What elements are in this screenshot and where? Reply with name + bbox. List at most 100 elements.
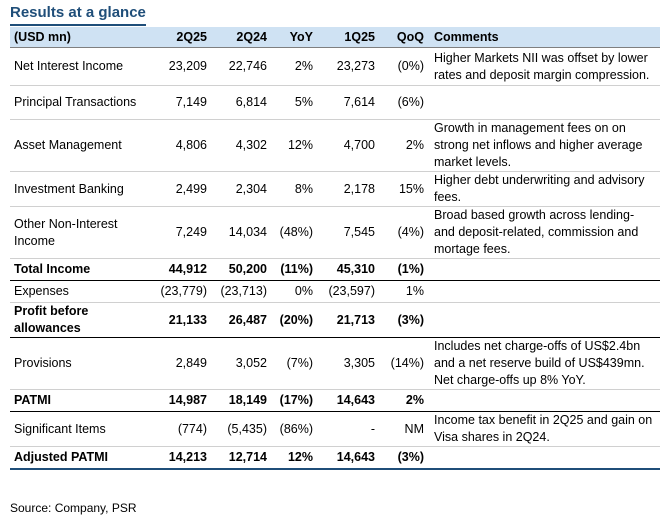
- value-yoy: (7%): [271, 337, 317, 390]
- value-yoy: 2%: [271, 47, 317, 86]
- value-2q25: 7,249: [155, 206, 211, 259]
- value-2q25: 4,806: [155, 119, 211, 172]
- value-1q25: 14,643: [317, 389, 379, 412]
- row-comment: Growth in management fees on on strong n…: [428, 119, 660, 172]
- value-qoq: (3%): [379, 446, 428, 470]
- value-1q25: 45,310: [317, 258, 379, 281]
- value-2q24: 4,302: [211, 119, 271, 172]
- value-qoq: (6%): [379, 85, 428, 120]
- value-2q25: 2,499: [155, 171, 211, 207]
- row-label: Principal Transactions: [10, 85, 155, 120]
- value-2q25: 44,912: [155, 258, 211, 281]
- value-1q25: 7,614: [317, 85, 379, 120]
- row-comment: Higher Markets NII was offset by lower r…: [428, 47, 660, 86]
- value-2q24: 14,034: [211, 206, 271, 259]
- table-row: Profit before allowances 21,133 26,487 (20%…: [10, 302, 660, 338]
- value-qoq: (4%): [379, 206, 428, 259]
- row-comment: [428, 85, 660, 120]
- value-2q25: 7,149: [155, 85, 211, 120]
- value-qoq: (0%): [379, 47, 428, 86]
- value-2q24: 3,052: [211, 337, 271, 390]
- value-qoq: (3%): [379, 302, 428, 338]
- row-label: PATMI: [10, 389, 155, 412]
- value-yoy: (17%): [271, 389, 317, 412]
- value-2q24: 26,487: [211, 302, 271, 338]
- value-1q25: -: [317, 411, 379, 447]
- table-row: Net Interest Income 23,209 22,746 2% 23,273(…: [10, 47, 660, 86]
- value-2q24: 18,149: [211, 389, 271, 412]
- value-yoy: (48%): [271, 206, 317, 259]
- table-row: Investment Banking 2,499 2,304 8% 2,178 15% Hi…: [10, 171, 660, 207]
- value-1q25: 4,700: [317, 119, 379, 172]
- row-label: Asset Management: [10, 119, 155, 172]
- value-1q25: 3,305: [317, 337, 379, 390]
- value-yoy: 0%: [271, 280, 317, 303]
- row-comment: [428, 258, 660, 281]
- row-comment: Higher debt underwriting and advisory fe…: [428, 171, 660, 207]
- row-label: Profit before allowances: [10, 302, 155, 338]
- row-comment: [428, 280, 660, 303]
- value-1q25: (23,597): [317, 280, 379, 303]
- value-2q24: (5,435): [211, 411, 271, 447]
- table-row: Other Non-Interest Income 7,249 14,034 (48%…: [10, 206, 660, 259]
- value-2q24: 12,714: [211, 446, 271, 470]
- header-1q25: 1Q25: [317, 27, 379, 48]
- row-label: Investment Banking: [10, 171, 155, 207]
- value-2q25: (774): [155, 411, 211, 447]
- value-yoy: (20%): [271, 302, 317, 338]
- table-row: Principal Transactions 7,149 6,814 5% 7,614(…: [10, 85, 660, 120]
- row-label: Net Interest Income: [10, 47, 155, 86]
- title-underline: [10, 24, 146, 26]
- row-comment: [428, 389, 660, 412]
- value-qoq: 2%: [379, 119, 428, 172]
- row-label: Provisions: [10, 337, 155, 390]
- value-2q25: 14,987: [155, 389, 211, 412]
- value-1q25: 2,178: [317, 171, 379, 207]
- results-table: (USD mn) 2Q25 2Q24 YoY 1Q25 QoQ Comments…: [10, 27, 660, 470]
- row-comment: [428, 302, 660, 338]
- value-qoq: 2%: [379, 389, 428, 412]
- value-yoy: 8%: [271, 171, 317, 207]
- value-yoy: (11%): [271, 258, 317, 281]
- table-row: Expenses (23,779) (23,713) 0% (23,597) 1%: [10, 280, 660, 303]
- header-2q24: 2Q24: [211, 27, 271, 48]
- value-2q25: 23,209: [155, 47, 211, 86]
- row-comment: Income tax benefit in 2Q25 and gain on V…: [428, 411, 660, 447]
- value-qoq: 15%: [379, 171, 428, 207]
- value-qoq: NM: [379, 411, 428, 447]
- value-yoy: 12%: [271, 119, 317, 172]
- table-row: Significant Items (774) (5,435) (86%) - NM Inc…: [10, 411, 660, 447]
- value-1q25: 23,273: [317, 47, 379, 86]
- row-comment: Broad based growth across lending- and d…: [428, 206, 660, 259]
- row-label: Total Income: [10, 258, 155, 281]
- table-row: Asset Management 4,806 4,302 12% 4,700 2% Grow…: [10, 119, 660, 172]
- row-comment: [428, 446, 660, 470]
- value-2q24: 50,200: [211, 258, 271, 281]
- row-label: Significant Items: [10, 411, 155, 447]
- value-2q25: (23,779): [155, 280, 211, 303]
- table-row: Provisions 2,849 3,052 (7%) 3,305 (14%) Includ…: [10, 337, 660, 390]
- value-2q25: 2,849: [155, 337, 211, 390]
- table-row: Adjusted PATMI 14,213 12,714 12% 14,643 (3%): [10, 446, 660, 470]
- row-comment: Includes net charge-offs of US$2.4bn and…: [428, 337, 660, 390]
- header-yoy: YoY: [271, 27, 317, 48]
- header-unit: (USD mn): [10, 27, 155, 48]
- value-2q24: 22,746: [211, 47, 271, 86]
- header-qoq: QoQ: [379, 27, 428, 48]
- value-qoq: (14%): [379, 337, 428, 390]
- header-comments: Comments: [428, 27, 660, 48]
- table-header-row: (USD mn) 2Q25 2Q24 YoY 1Q25 QoQ Comments: [10, 27, 660, 48]
- value-1q25: 14,643: [317, 446, 379, 470]
- value-1q25: 21,713: [317, 302, 379, 338]
- value-2q25: 21,133: [155, 302, 211, 338]
- value-yoy: 12%: [271, 446, 317, 470]
- page-title: Results at a glance: [10, 4, 146, 21]
- table-row: Total Income 44,912 50,200 (11%) 45,310 (1%): [10, 258, 660, 281]
- value-qoq: 1%: [379, 280, 428, 303]
- value-2q24: (23,713): [211, 280, 271, 303]
- row-label: Adjusted PATMI: [10, 446, 155, 470]
- value-1q25: 7,545: [317, 206, 379, 259]
- source-note: Source: Company, PSR: [10, 501, 137, 515]
- row-label: Expenses: [10, 280, 155, 303]
